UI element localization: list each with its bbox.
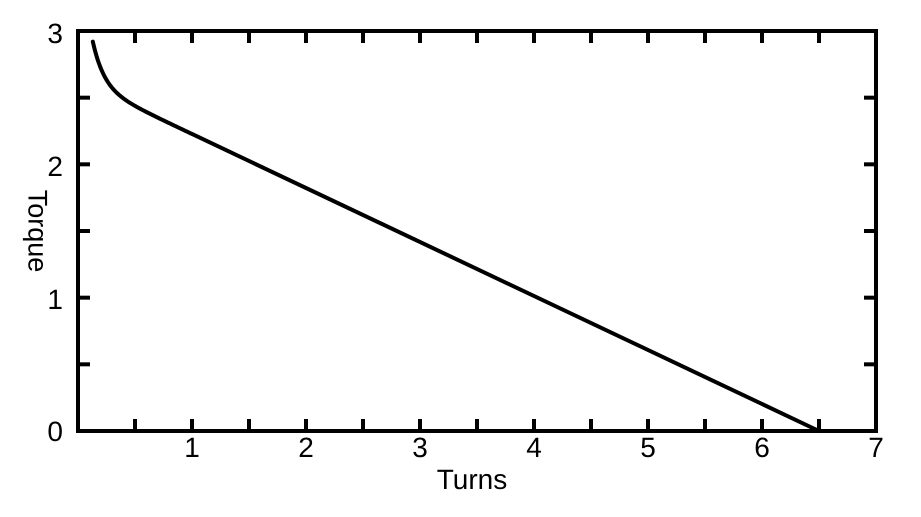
svg-text:3: 3	[47, 18, 63, 49]
svg-text:6: 6	[754, 432, 770, 463]
svg-text:2: 2	[47, 151, 63, 182]
svg-text:3: 3	[412, 432, 428, 463]
svg-text:1: 1	[184, 432, 200, 463]
svg-text:2: 2	[298, 432, 314, 463]
svg-text:1: 1	[47, 284, 63, 315]
svg-text:5: 5	[640, 432, 656, 463]
svg-text:4: 4	[526, 432, 542, 463]
svg-text:Torque: Torque	[23, 190, 53, 273]
svg-text:Turns: Turns	[437, 464, 508, 495]
svg-text:7: 7	[868, 432, 884, 463]
svg-text:0: 0	[47, 416, 63, 447]
